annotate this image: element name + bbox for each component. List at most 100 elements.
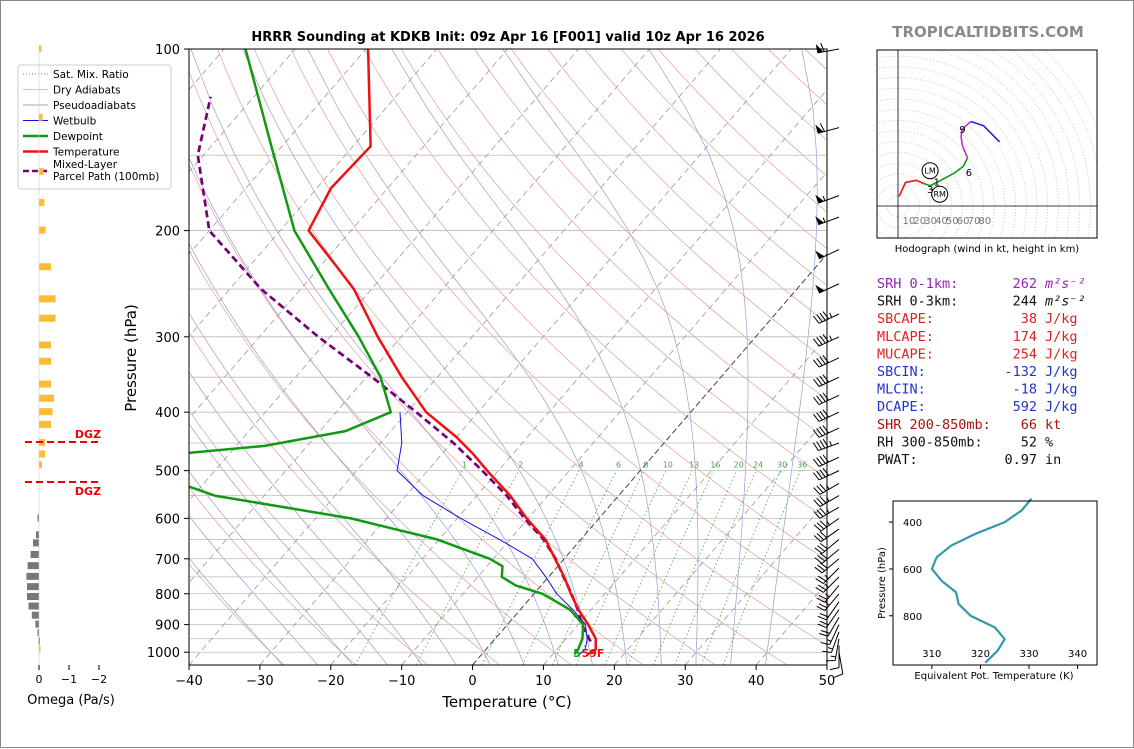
skewt-frame: [189, 49, 827, 665]
index-label: SRH 0-3km:: [877, 294, 958, 310]
wind-barb: [813, 334, 839, 346]
y-tick-label: 400: [155, 406, 180, 421]
index-value: 174: [1013, 329, 1037, 345]
mixing-ratio-line: [576, 471, 666, 665]
mixing-ratio-label: 2: [518, 461, 523, 470]
theta-e-y-tick-label: 800: [903, 612, 922, 623]
barb-full: [818, 616, 827, 620]
hodograph-trace: [971, 122, 1000, 142]
theta-e-y-tick-label: 400: [903, 518, 922, 529]
mixing-ratio-label: 6: [616, 461, 621, 470]
x-tick-label: 50: [819, 674, 836, 689]
theta-e-x-tick-label: 340: [1068, 649, 1087, 660]
mixing-ratio-label: 30: [777, 461, 787, 470]
wind-barb: [816, 43, 839, 53]
mixing-ratio-line: [628, 471, 713, 665]
theta-e-x-tick-label: 320: [971, 649, 990, 660]
index-label: MLCAPE:: [877, 329, 934, 345]
index-value: 262: [1013, 276, 1037, 292]
omega-bar: [26, 573, 39, 580]
legend-label: Dry Adiabats: [53, 85, 121, 97]
index-value: 38: [1021, 311, 1037, 327]
omega-bar: [39, 168, 44, 175]
mixing-ratio-label: 1: [462, 461, 467, 470]
omega-bar: [39, 395, 54, 402]
theta-e-ylabel: Pressure (hPa): [877, 547, 888, 619]
hodograph-frame: [877, 50, 1097, 238]
legend-label-line: Parcel Path (100mb): [53, 171, 159, 183]
pseudoadiabat: [766, 49, 818, 665]
surface-temp-label: 59F: [582, 647, 605, 660]
hodograph-caption: Hodograph (wind in kt, height in km): [895, 244, 1080, 255]
parcel-path-line: [198, 97, 591, 642]
omega-bar: [39, 450, 45, 457]
y-tick-label: 900: [155, 619, 180, 634]
y-axis-label: Pressure (hPa): [122, 304, 140, 412]
index-label: SRH 0-1km:: [877, 276, 958, 292]
index-value: 254: [1013, 346, 1037, 362]
index-unit: J/kg: [1045, 329, 1078, 345]
omega-bar: [27, 593, 39, 600]
omega-bar: [39, 358, 51, 365]
index-unit: %: [1045, 434, 1053, 450]
index-label: DCAPE:: [877, 399, 926, 415]
temperature-line: [309, 49, 596, 654]
x-axis-label: Temperature (°C): [441, 693, 571, 711]
wind-barb: [818, 610, 839, 628]
barb-half: [830, 336, 832, 341]
mixing-ratio-line: [654, 471, 737, 665]
barb-flag: [815, 251, 824, 259]
wind-barb: [813, 312, 839, 324]
wind-barb: [814, 496, 839, 507]
omega-bar: [36, 531, 39, 538]
index-value: 52: [1021, 434, 1037, 450]
mixing-ratio-label: 10: [663, 461, 673, 470]
pseudoadiabat: [503, 49, 698, 665]
wind-barb: [814, 483, 839, 494]
barb-half: [830, 441, 832, 446]
index-value: 244: [1013, 294, 1037, 310]
pseudoadiabat: [243, 49, 593, 665]
x-tick-label: 40: [748, 674, 765, 689]
index-label: SBCIN:: [877, 364, 926, 380]
omega-bar: [32, 612, 39, 619]
pseudoadiabat: [308, 49, 627, 665]
barb-full: [819, 604, 827, 608]
legend-label: Wetbulb: [53, 116, 97, 128]
y-tick-label: 600: [155, 512, 180, 527]
index-unit: J/kg: [1045, 399, 1078, 415]
mixing-ratio-label: 16: [710, 461, 720, 470]
isotherm-gridline: [118, 49, 649, 665]
omega-bar: [39, 45, 41, 52]
x-tick-label: 0: [468, 674, 476, 689]
isotherm-gridline: [189, 49, 720, 665]
mixing-ratio-line: [552, 471, 644, 665]
y-tick-label: 700: [155, 553, 180, 568]
omega-tick-label: −1: [61, 673, 77, 686]
omega-bar: [39, 381, 51, 388]
omega-bar: [39, 341, 51, 348]
legend-label: Dewpoint: [53, 131, 103, 143]
index-unit: m²s⁻²: [1044, 276, 1086, 292]
barb-full: [819, 595, 827, 599]
index-label: SBCAPE:: [877, 311, 934, 327]
omega-bar: [39, 408, 53, 415]
mixing-ratio-line: [723, 471, 800, 665]
barb-full: [830, 668, 839, 670]
barb-flag: [815, 125, 823, 134]
barb-half: [823, 196, 825, 201]
dry-adiabat: [254, 49, 859, 665]
index-label: SHR 200-850mb:: [877, 417, 991, 433]
hodograph-height-label: 9: [959, 125, 965, 136]
barb-shaft: [839, 652, 843, 674]
y-tick-label: 200: [155, 225, 180, 240]
wind-barb: [813, 355, 839, 367]
dry-adiabat: [805, 49, 1134, 665]
x-tick-label: −40: [175, 674, 202, 689]
index-unit: in: [1045, 452, 1061, 468]
hodograph-ring-label: 80: [979, 216, 992, 227]
index-value: -18: [1013, 382, 1037, 398]
storm-motion-label: LM: [924, 167, 935, 176]
